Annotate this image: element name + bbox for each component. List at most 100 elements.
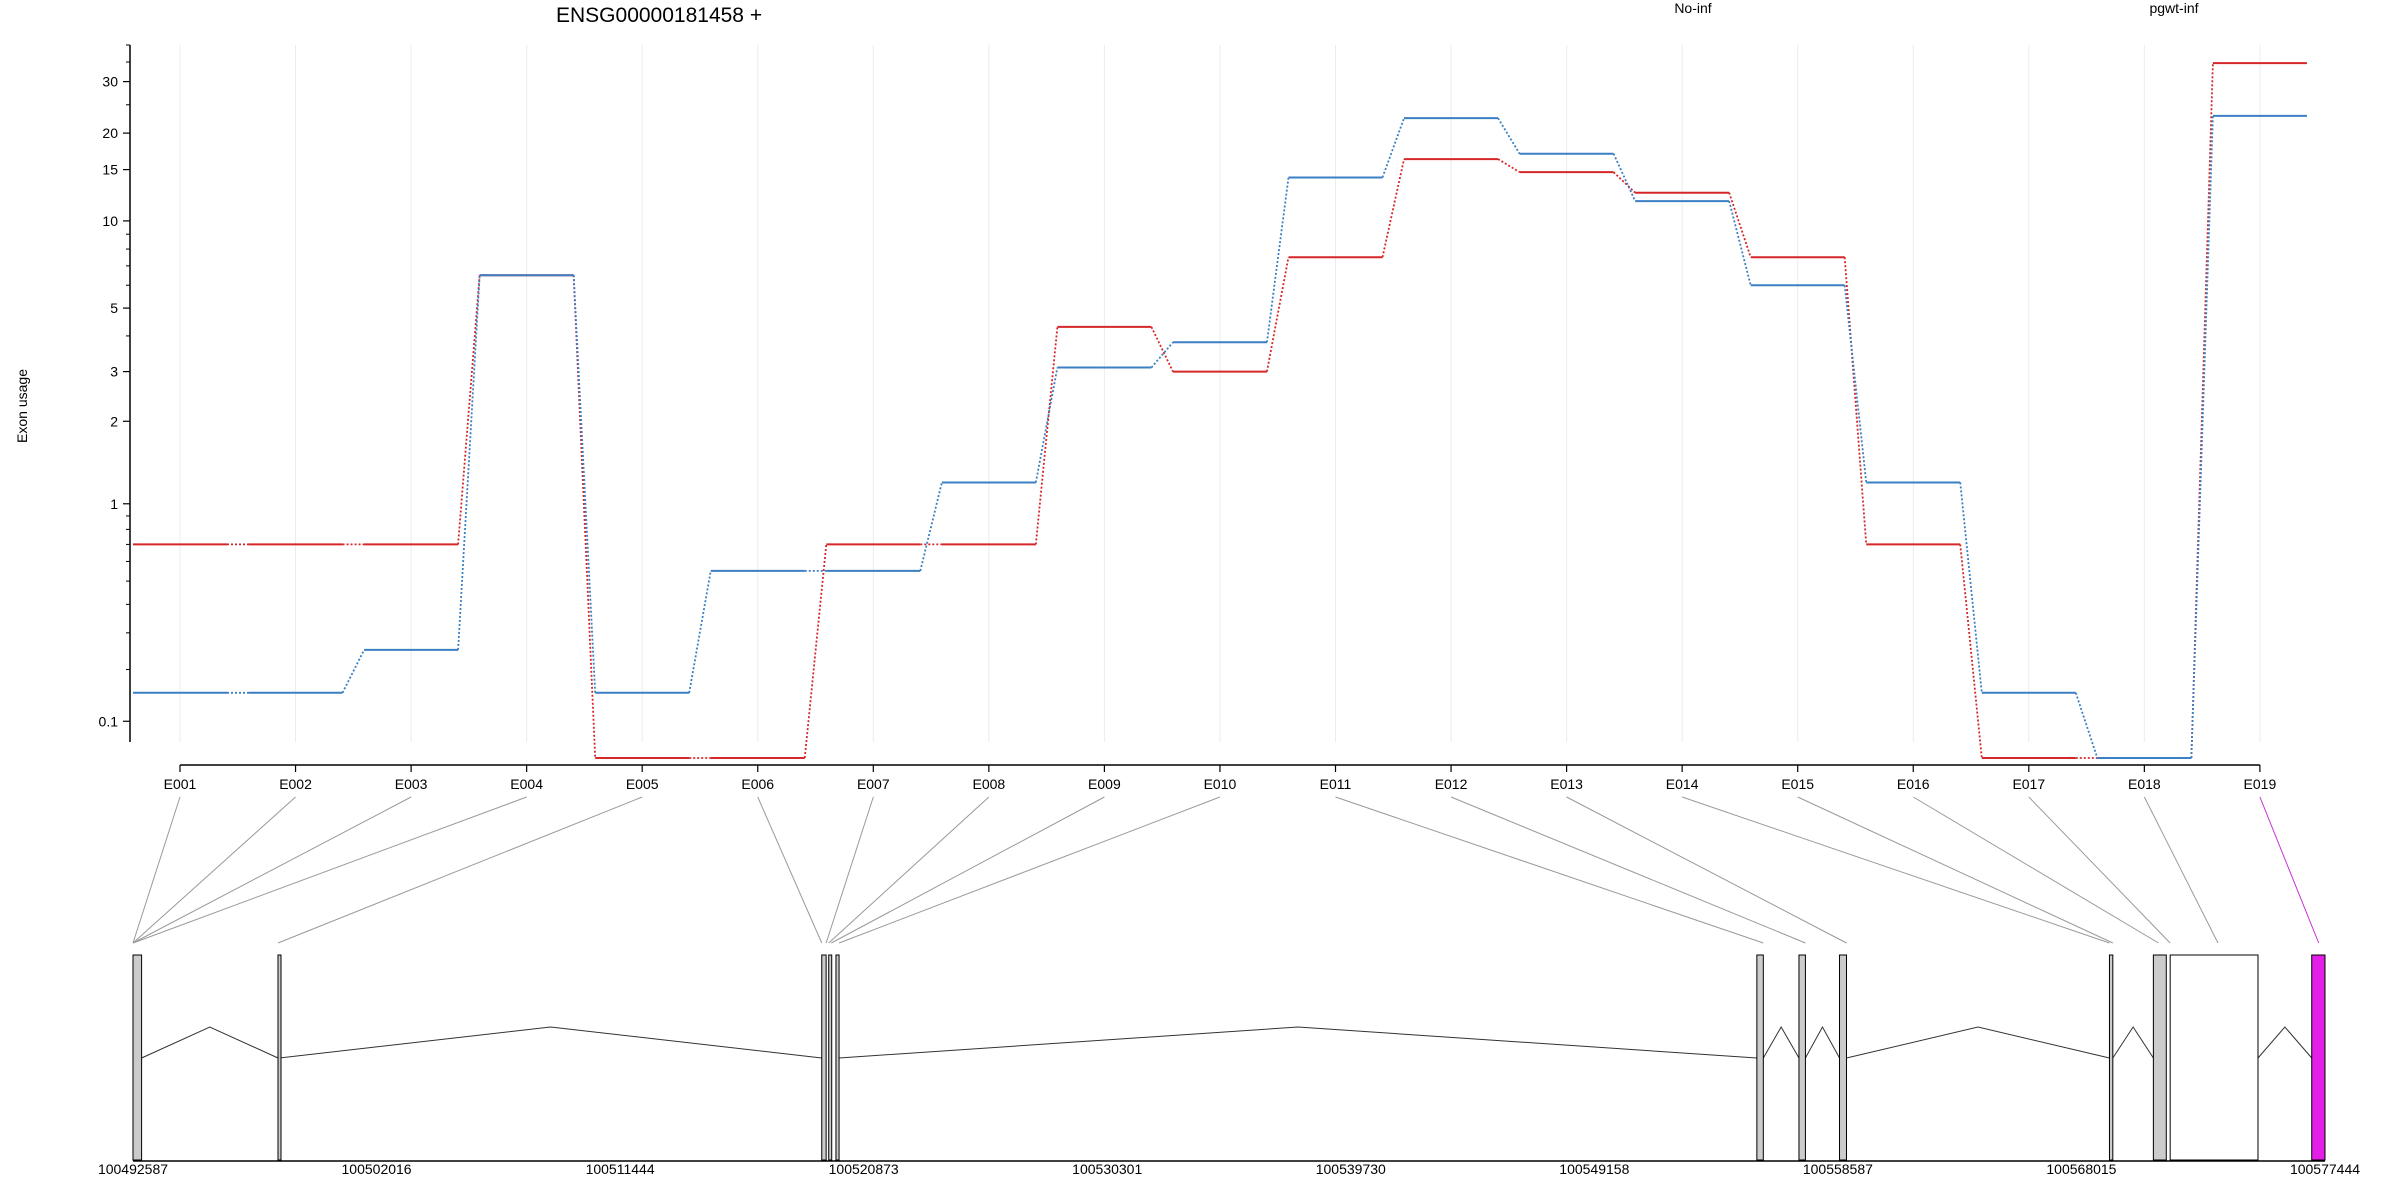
coordinate-label: 100530301 xyxy=(1072,1161,1142,1177)
coordinate-label: 100539730 xyxy=(1316,1161,1386,1177)
x-tick-label-e010: E010 xyxy=(1204,776,1237,792)
exon-map-line-e005 xyxy=(277,796,643,944)
intron xyxy=(141,1026,279,1059)
series-connector xyxy=(1843,285,1868,483)
y-tick-label: 20 xyxy=(102,125,118,141)
coordinate-label: 100520873 xyxy=(829,1161,899,1177)
series-connector xyxy=(1843,257,1868,545)
genomic-coordinate-axis: 100492587 100502016 100511444 100520873 1005… xyxy=(98,1160,2360,1177)
x-tick-label-e012: E012 xyxy=(1435,776,1468,792)
chart-title: ENSG00000181458 + xyxy=(556,4,762,27)
coordinate-label: 100558587 xyxy=(1803,1161,1873,1177)
x-tick-label-e009: E009 xyxy=(1088,776,1121,792)
x-tick-label-e011: E011 xyxy=(1320,776,1352,792)
series-connector xyxy=(1959,544,1983,759)
series-connector xyxy=(1497,117,1521,155)
exon-block xyxy=(2311,954,2326,1161)
y-tick-label: 10 xyxy=(102,213,118,229)
y-tick-label: 2 xyxy=(110,413,118,429)
exon-block xyxy=(835,954,840,1161)
coordinate-label: 100549158 xyxy=(1559,1161,1629,1177)
x-tick-label-e003: E003 xyxy=(395,776,428,792)
exon-map-line-e017 xyxy=(2028,796,2171,944)
legend-entry-pgwt-inf: pgwt-inf xyxy=(2149,0,2198,16)
series-connector xyxy=(1150,341,1174,369)
exon-block xyxy=(2169,954,2259,1161)
intron xyxy=(1762,1025,1800,1059)
x-tick-label-e018: E018 xyxy=(2128,776,2161,792)
x-tick-label-e006: E006 xyxy=(741,776,774,792)
series-connector xyxy=(1612,153,1636,202)
exon-map-line-e009 xyxy=(831,796,1105,944)
x-tick-label-e002: E002 xyxy=(279,776,312,792)
x-tick-label-e005: E005 xyxy=(626,776,659,792)
coordinate-label: 100511444 xyxy=(586,1161,655,1177)
series-connector xyxy=(1266,257,1290,372)
exon-map-line-e015 xyxy=(1797,796,2114,944)
intron xyxy=(839,1026,1757,1059)
series-connector xyxy=(457,275,481,650)
y-tick-label: 1 xyxy=(110,496,118,512)
y-tick-label: 30 xyxy=(102,74,118,90)
x-tick-label-e013: E013 xyxy=(1550,776,1583,792)
series-connector xyxy=(1959,482,1983,693)
legend: No-inf pgwt-inf xyxy=(1674,0,2198,16)
legend-entry-no-inf: No-inf xyxy=(1674,0,1711,16)
x-tick-label-e014: E014 xyxy=(1666,776,1699,792)
x-tick-label-e016: E016 xyxy=(1897,776,1930,792)
x-tick-label-e015: E015 xyxy=(1781,776,1814,792)
exon-map-line-e001 xyxy=(132,796,181,944)
x-tick-label-e001: E001 xyxy=(164,776,197,792)
exon-map-line-e016 xyxy=(1912,796,2159,944)
series-connector xyxy=(1034,367,1059,483)
exon-map-line-e006 xyxy=(757,796,823,944)
exon-mapping-lines xyxy=(132,796,2320,944)
intron xyxy=(2112,1026,2154,1059)
y-tick-label: 5 xyxy=(110,300,118,316)
exon-map-line-e013 xyxy=(1566,796,1847,944)
exon-map-line-e011 xyxy=(1335,796,1764,944)
exon-block xyxy=(132,954,143,1161)
series-connector xyxy=(688,570,712,693)
exon-block xyxy=(828,954,833,1161)
series-connector xyxy=(1612,171,1636,194)
series-connector xyxy=(2190,115,2214,758)
exon-block xyxy=(2152,954,2167,1161)
exon-map-line-e014 xyxy=(1681,796,2110,944)
y-tick-label: 15 xyxy=(102,162,118,178)
exon-map-line-e010 xyxy=(838,796,1221,944)
series-connector xyxy=(1728,200,1752,286)
coordinate-label: 100568015 xyxy=(2046,1161,2116,1177)
exon-map-line-e012 xyxy=(1450,796,1806,944)
series-connector xyxy=(1150,326,1174,372)
exon-block xyxy=(1798,954,1806,1161)
intron xyxy=(1804,1025,1840,1059)
series-connector xyxy=(803,544,828,759)
y-axis-label: Exon usage xyxy=(14,369,30,443)
plot-title-group: ENSG00000181458 + xyxy=(556,4,762,27)
exon-block xyxy=(2108,954,2114,1161)
exon-map-line-e004 xyxy=(132,796,527,944)
exon-map-line-e018 xyxy=(2143,796,2219,944)
series-connector xyxy=(572,275,597,693)
series-pgwt-inf xyxy=(133,114,2307,759)
y-tick-label: 0.1 xyxy=(99,713,119,729)
intron xyxy=(2257,1026,2313,1059)
gene-model-track xyxy=(132,954,2326,1161)
series-connector xyxy=(341,649,365,694)
exon-block xyxy=(821,954,827,1161)
series-connector xyxy=(1728,192,1752,258)
series-connector xyxy=(457,275,481,545)
coordinate-label: 100577444 xyxy=(2290,1161,2360,1177)
x-tick-label-e017: E017 xyxy=(2012,776,2045,792)
exon-map-line-e008 xyxy=(828,796,990,944)
exon-map-line-e002 xyxy=(132,796,296,944)
x-tick-label-e007: E007 xyxy=(857,776,890,792)
series-connector xyxy=(2074,692,2099,759)
exon-map-line-e003 xyxy=(132,796,412,944)
vertical-gridlines xyxy=(179,45,2261,742)
series-connector xyxy=(1381,117,1405,178)
coordinate-label: 100492587 xyxy=(98,1161,168,1177)
y-tick-label: 3 xyxy=(110,364,118,380)
